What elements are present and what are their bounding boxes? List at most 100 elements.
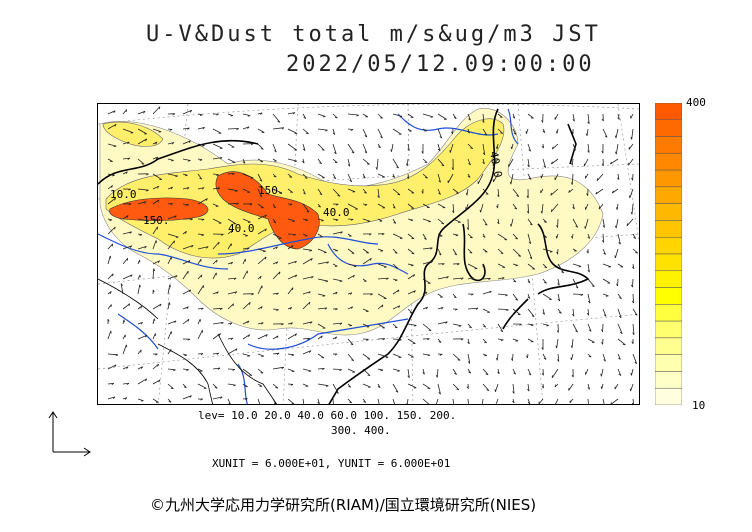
wind-vector-head [145, 138, 148, 142]
wind-vector [257, 368, 264, 374]
wind-vector [422, 113, 434, 118]
wind-vector [467, 353, 471, 364]
wind-vector [242, 247, 250, 250]
dust-region-mid [105, 118, 505, 259]
wind-vector-head [126, 258, 129, 261]
wind-vector [542, 158, 546, 168]
wind-vector-head [186, 306, 189, 309]
wind-vector [465, 203, 469, 210]
wind-vector [422, 173, 428, 179]
wind-vector-head [529, 223, 533, 226]
wind-vector-head [496, 357, 498, 361]
wind-vector [437, 113, 447, 120]
wind-vector [287, 260, 297, 265]
wind-vector-head [617, 117, 620, 120]
wind-vector-head [479, 209, 481, 213]
wind-vector [557, 278, 560, 286]
wind-vector-head [220, 396, 223, 399]
wind-vector-head [168, 401, 172, 403]
wind-vector [197, 285, 204, 295]
wind-vector-head [247, 247, 250, 250]
wind-vector [317, 293, 326, 297]
wind-vector [602, 293, 609, 297]
wind-vector-head [471, 293, 474, 296]
wind-vector [496, 353, 499, 361]
wind-vector [242, 173, 254, 179]
wind-vector-head [232, 369, 235, 371]
wind-vector [392, 158, 399, 169]
wind-vector [287, 245, 294, 250]
wind-vector [467, 338, 470, 345]
wind-vector-head [114, 124, 117, 127]
wind-vector-head [399, 339, 402, 342]
wind-vector-head [353, 265, 357, 268]
wind-vector-head [333, 177, 336, 180]
wind-vector [437, 203, 446, 209]
wind-vector-head [614, 255, 616, 258]
wind-vector-head [409, 312, 413, 314]
wind-vector [482, 248, 488, 253]
wind-vector [452, 188, 459, 194]
wind-vector-head [438, 392, 441, 395]
wind-vector-head [439, 353, 443, 356]
wind-vector-head [398, 305, 401, 308]
wind-vector [302, 258, 313, 265]
wind-vector [422, 398, 430, 404]
wind-vector [212, 241, 220, 250]
wind-vector-head [397, 193, 401, 196]
wind-vector-head [588, 329, 592, 332]
wind-vector-head [230, 230, 233, 233]
wind-vector-head [396, 166, 399, 169]
wind-vector [332, 128, 336, 135]
wind-vector-head [351, 151, 355, 154]
wind-vector [452, 203, 455, 213]
wind-vector [617, 263, 624, 268]
wind-vector-head [171, 142, 175, 145]
wind-vector-head [125, 109, 127, 113]
wind-vector-head [157, 199, 160, 203]
wind-vector [302, 203, 310, 213]
wind-vector-head [258, 403, 259, 404]
wind-vector-head [460, 338, 464, 341]
wind-vector-head [526, 195, 529, 199]
wind-vector-head [303, 405, 305, 406]
wind-vector [482, 368, 489, 375]
wind-vector [197, 143, 205, 146]
wind-vector-head [322, 368, 325, 371]
wind-vector [466, 188, 469, 196]
wind-vector-head [540, 210, 543, 214]
wind-vector [407, 188, 415, 194]
wind-vector [508, 158, 514, 167]
wind-vector-head [635, 252, 638, 254]
wind-vector [497, 308, 509, 310]
wind-vector-head [505, 294, 508, 297]
wind-vector [527, 398, 531, 404]
wind-vector-head [364, 135, 368, 138]
wind-vector [527, 143, 531, 152]
wind-vector [452, 323, 462, 327]
wind-vector-head [206, 246, 209, 249]
wind-vector [572, 308, 575, 317]
wind-vector [617, 293, 622, 299]
wind-vector-head [543, 165, 546, 168]
wind-vector [287, 398, 295, 404]
wind-vector-head [350, 343, 354, 346]
wind-vector-head [128, 303, 131, 307]
wind-vector-head [366, 338, 369, 341]
wind-vector-head [382, 338, 386, 341]
wind-vector [287, 333, 297, 340]
wind-vector-head [510, 146, 513, 150]
wind-vector [287, 188, 293, 193]
wind-vector-head [544, 236, 547, 238]
wind-vector-head [634, 313, 638, 316]
wind-vector-head [306, 210, 310, 213]
wind-vector [435, 398, 439, 404]
wind-vector [407, 353, 414, 358]
wind-vector-head [601, 329, 603, 332]
wind-vector-head [291, 403, 295, 404]
wind-vector-head [114, 226, 116, 230]
wind-vector-head [325, 129, 328, 132]
wind-vector [495, 383, 499, 392]
wind-vector-head [202, 187, 205, 190]
wind-vector [602, 398, 605, 404]
